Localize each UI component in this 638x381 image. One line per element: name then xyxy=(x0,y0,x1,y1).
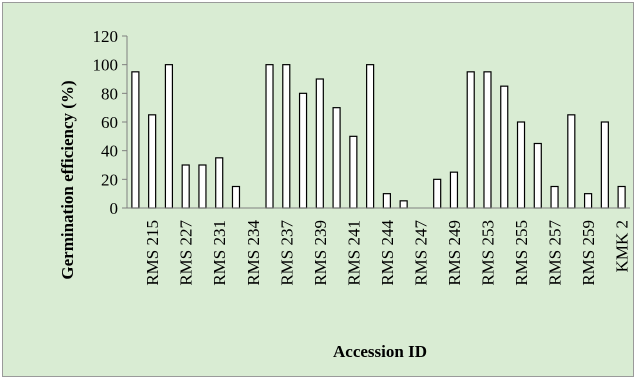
bar xyxy=(131,71,140,209)
x-tick-label: RMS 234 xyxy=(244,220,263,286)
x-tick-label: RMS 231 xyxy=(210,220,229,286)
x-tick-label: RMS 227 xyxy=(177,220,196,286)
bar xyxy=(231,185,241,209)
y-tick-label: 40 xyxy=(101,142,118,161)
bar xyxy=(516,121,526,209)
bar xyxy=(315,78,324,209)
bar xyxy=(181,164,190,209)
x-axis-title: Accession ID xyxy=(333,342,427,361)
bar xyxy=(164,64,174,209)
bar xyxy=(349,135,358,209)
y-tick-label: 80 xyxy=(101,84,118,103)
bar xyxy=(332,107,341,209)
bar xyxy=(382,193,391,209)
x-tick-label: RMS 253 xyxy=(478,220,497,286)
bar xyxy=(298,92,308,209)
bar xyxy=(198,164,207,209)
y-tick-label: 100 xyxy=(93,56,119,75)
x-tick-label: RMS 257 xyxy=(546,220,565,286)
y-tick-label: 0 xyxy=(110,199,119,218)
bar xyxy=(366,64,375,209)
bar xyxy=(466,71,475,209)
bar xyxy=(567,114,576,209)
bar xyxy=(399,200,408,209)
bar xyxy=(483,71,492,209)
bar xyxy=(265,64,274,209)
bar xyxy=(617,185,626,209)
x-tick-label: RMS 237 xyxy=(277,220,296,286)
bar xyxy=(215,157,224,209)
bar xyxy=(533,142,542,209)
bar-series xyxy=(131,64,626,209)
x-tick-label: RMS 215 xyxy=(143,220,162,286)
bar xyxy=(449,171,459,209)
y-axis-ticks: 0 20 40 60 80 100 120 xyxy=(93,27,127,218)
bar xyxy=(600,121,609,209)
bar xyxy=(550,185,559,209)
x-tick-label: RMS 259 xyxy=(579,220,598,286)
bar xyxy=(282,64,291,209)
x-tick-label: KMK 2 xyxy=(613,220,632,272)
x-tick-label: RMS 241 xyxy=(344,220,363,286)
x-tick-label: RMS 249 xyxy=(445,220,464,286)
x-tick-label: RMS 255 xyxy=(512,220,531,286)
bar xyxy=(500,85,509,209)
y-tick-label: 20 xyxy=(101,170,118,189)
x-tick-label: RMS 244 xyxy=(378,220,397,286)
bar xyxy=(433,178,442,209)
x-tick-label: RMS 247 xyxy=(411,220,430,286)
y-axis-title: Germination efficiency (%) xyxy=(58,80,77,279)
x-axis-ticks: RMS 215 RMS 227 RMS 231 RMS 234 RMS 237 RMS 2… xyxy=(143,220,631,286)
y-tick-label: 120 xyxy=(93,27,119,46)
bar xyxy=(148,114,157,209)
bar xyxy=(583,193,593,209)
x-tick-label: RMS 239 xyxy=(311,220,330,286)
y-tick-label: 60 xyxy=(101,113,118,132)
